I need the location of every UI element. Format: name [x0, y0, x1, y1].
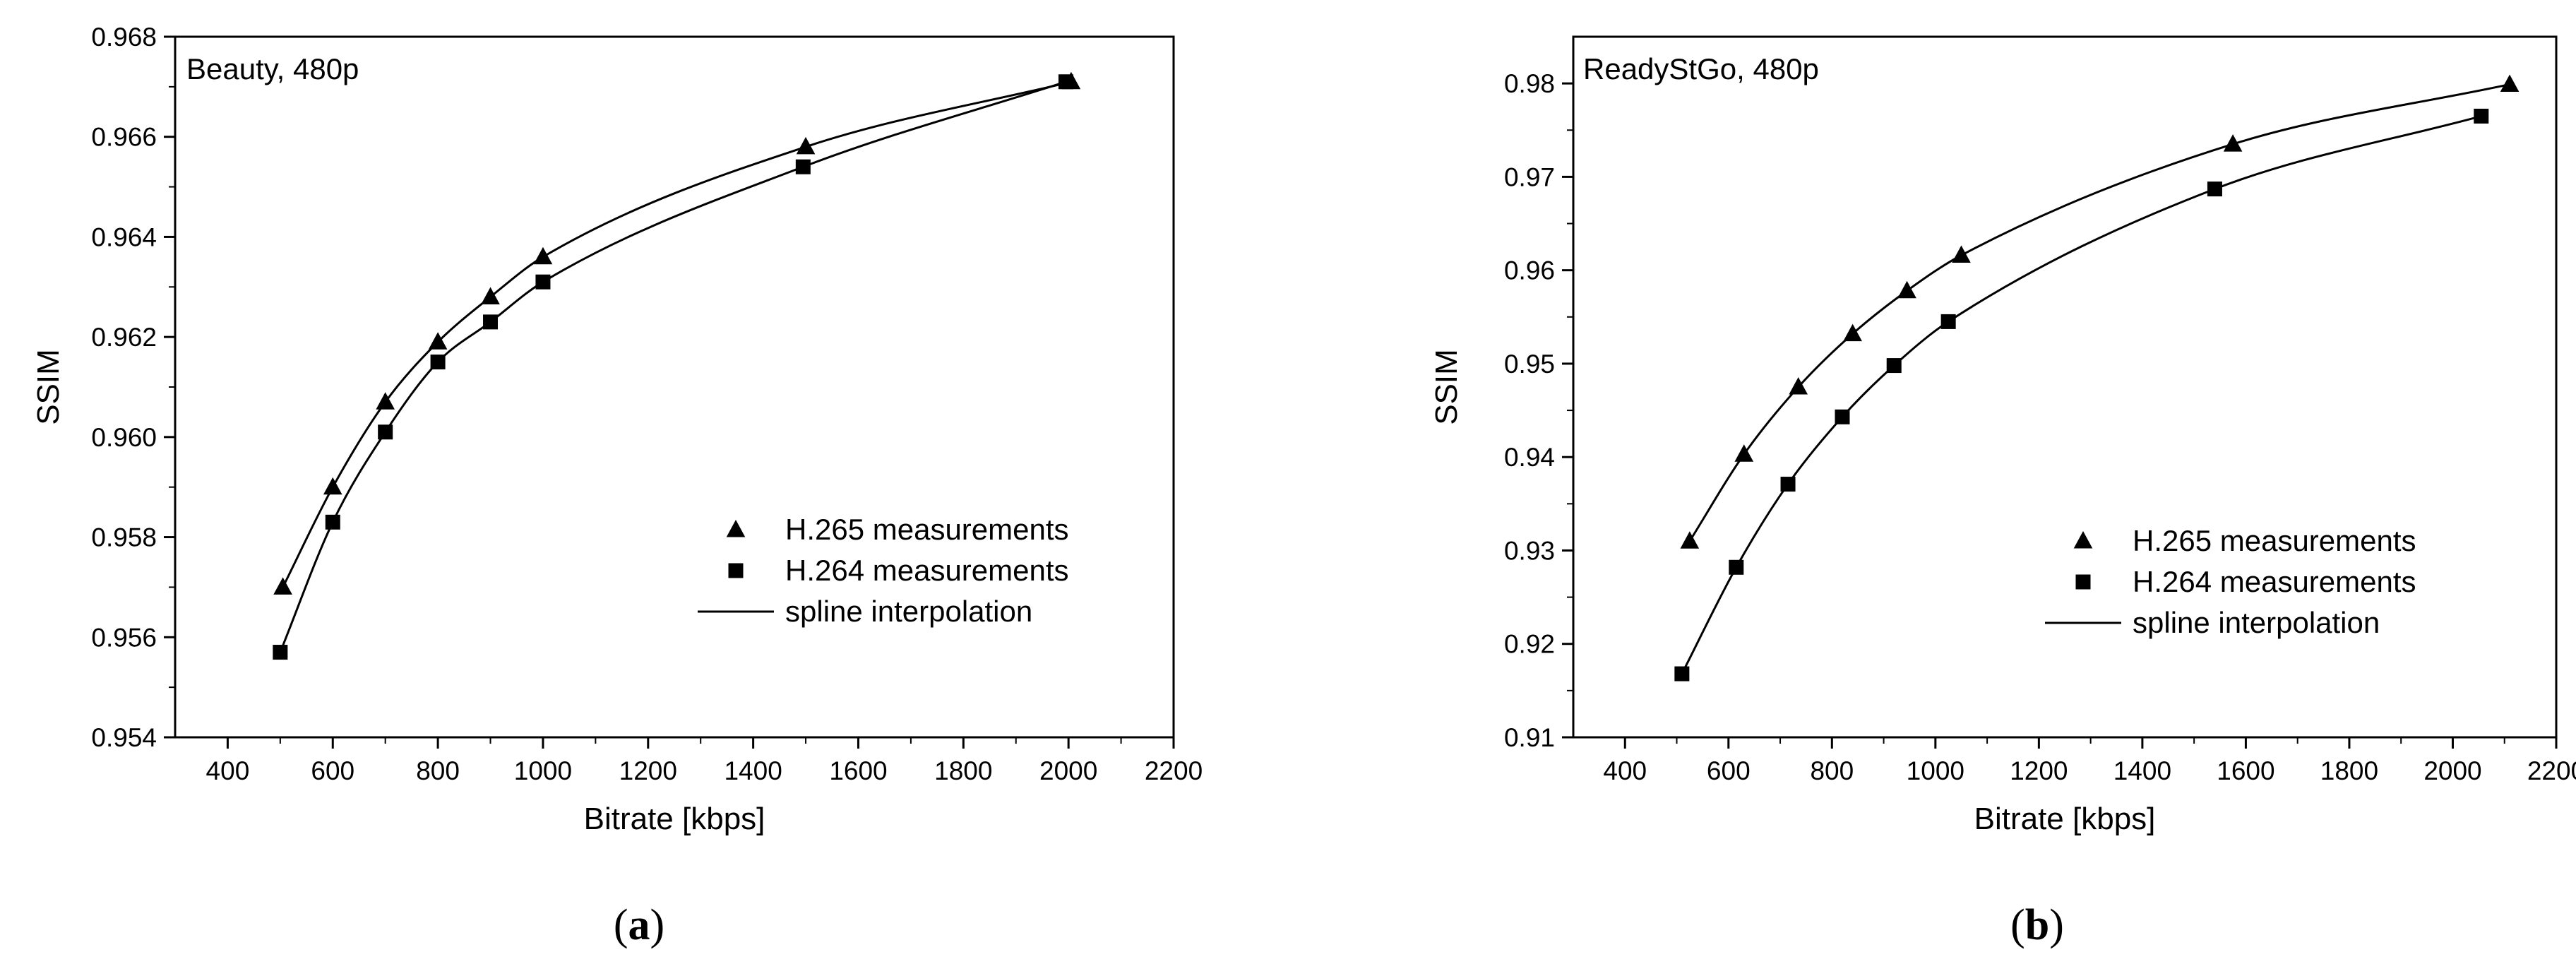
x-tick-label: 1600	[2217, 756, 2274, 785]
h265-data-point	[2223, 134, 2243, 152]
x-tick-label: 1600	[829, 756, 887, 785]
h264-data-point	[795, 159, 811, 174]
panel-label-letter: b	[2025, 901, 2049, 949]
h265-data-point	[1789, 377, 1808, 395]
legend-label: spline interpolation	[785, 595, 1032, 628]
panel-label-paren: (	[614, 901, 628, 949]
x-tick-label: 2200	[2527, 756, 2576, 785]
y-tick-label: 0.964	[91, 222, 157, 251]
legend-label: H.265 measurements	[785, 513, 1069, 546]
x-tick-label: 600	[311, 756, 354, 785]
h264-data-point	[378, 424, 393, 440]
legend-marker-square	[2075, 574, 2091, 590]
x-axis-label: Bitrate [kbps]	[584, 802, 765, 836]
h264-data-point	[1780, 477, 1796, 492]
h264-data-point	[273, 645, 288, 660]
h265-data-point	[1734, 444, 1754, 462]
y-tick-label: 0.97	[1504, 162, 1555, 191]
h264-data-point	[1940, 314, 1956, 329]
y-axis-label: SSIM	[31, 349, 66, 425]
h264-data-point	[1886, 358, 1902, 374]
x-tick-label: 1400	[2113, 756, 2171, 785]
x-tick-label: 1200	[619, 756, 677, 785]
y-tick-label: 0.91	[1504, 723, 1555, 752]
x-axis-label: Bitrate [kbps]	[1974, 802, 2156, 836]
x-tick-label: 1800	[2320, 756, 2378, 785]
y-tick-label: 0.966	[91, 123, 157, 152]
h265-data-point	[2500, 74, 2520, 92]
legend-label: H.264 measurements	[785, 554, 1069, 587]
plot-frame	[1572, 35, 2558, 739]
chart-title: Beauty, 480p	[186, 52, 359, 85]
y-tick-label: 0.98	[1504, 69, 1555, 98]
panel-label-paren: )	[2049, 901, 2064, 949]
h265-data-point	[376, 392, 395, 410]
x-tick-label: 2200	[1145, 756, 1203, 785]
y-tick-label: 0.968	[91, 23, 157, 52]
h264-data-point	[483, 314, 499, 330]
h264-data-point	[2474, 108, 2489, 124]
y-tick-label: 0.956	[91, 623, 157, 652]
y-axis-label: SSIM	[1429, 349, 1464, 425]
x-tick-label: 400	[1603, 756, 1647, 785]
y-tick-label: 0.92	[1504, 630, 1555, 659]
legend-label: H.265 measurements	[2133, 524, 2416, 557]
y-tick-label: 0.960	[91, 423, 157, 452]
x-tick-label: 1800	[934, 756, 992, 785]
plot-frame	[174, 35, 1175, 739]
h265-data-point	[533, 246, 553, 265]
x-tick-label: 800	[416, 756, 460, 785]
x-tick-label: 800	[1810, 756, 1854, 785]
h264-data-point	[2207, 181, 2222, 197]
x-tick-label: 600	[1707, 756, 1751, 785]
h265-data-point	[273, 577, 292, 595]
x-tick-label: 2000	[2423, 756, 2481, 785]
y-tick-label: 0.95	[1504, 350, 1555, 379]
panel-label-paren: )	[650, 901, 665, 949]
spline-curve-h265	[282, 81, 1072, 588]
panel-label-paren: (	[2010, 901, 2025, 949]
x-tick-label: 1000	[514, 756, 572, 785]
h265-data-point	[1680, 531, 1700, 549]
h264-data-point	[430, 355, 446, 370]
x-tick-label: 1000	[1907, 756, 1964, 785]
x-tick-label: 2000	[1039, 756, 1097, 785]
panel-label-letter: a	[628, 901, 650, 949]
h265-data-point	[481, 287, 500, 304]
x-tick-label: 1200	[2010, 756, 2068, 785]
y-tick-label: 0.93	[1504, 536, 1555, 565]
h265-data-point	[428, 332, 448, 350]
legend-label: H.264 measurements	[2133, 565, 2416, 598]
y-tick-label: 0.96	[1504, 256, 1555, 285]
legend-marker-triangle	[726, 520, 746, 537]
h265-data-point	[796, 136, 816, 155]
y-tick-label: 0.94	[1504, 443, 1555, 472]
legend-label: spline interpolation	[2133, 606, 2380, 639]
chart-panel-b: 400 600 800 1000 1200 1400 1600 1800 2000 2200 0.9…	[1429, 35, 2576, 949]
h265-data-point	[1897, 280, 1916, 299]
h264-data-point	[1058, 74, 1073, 90]
h264-data-point	[1674, 666, 1690, 682]
y-tick-label: 0.962	[91, 323, 157, 352]
h265-data-point	[1952, 245, 1971, 263]
y-tick-label: 0.954	[91, 723, 157, 752]
spline-curve-h265	[1688, 83, 2510, 542]
y-tick-label: 0.958	[91, 523, 157, 552]
h264-data-point	[1835, 409, 1850, 424]
chart-panel-a: 400 600 800 1000 1200 1400 1600 1800 2000 2200 0.9…	[31, 23, 1203, 949]
x-tick-label: 400	[206, 756, 250, 785]
h265-data-point	[1843, 323, 1862, 342]
h264-data-point	[325, 514, 340, 530]
h264-data-point	[535, 274, 551, 290]
legend-marker-square	[728, 563, 744, 578]
panel-label: (a)	[614, 901, 664, 949]
legend-marker-triangle	[2073, 531, 2093, 549]
h264-data-point	[1729, 559, 1744, 575]
h265-data-point	[323, 477, 342, 495]
panel-label: (b)	[2010, 901, 2064, 949]
x-tick-label: 1400	[724, 756, 782, 785]
chart-title: ReadyStGo, 480p	[1583, 52, 1819, 85]
